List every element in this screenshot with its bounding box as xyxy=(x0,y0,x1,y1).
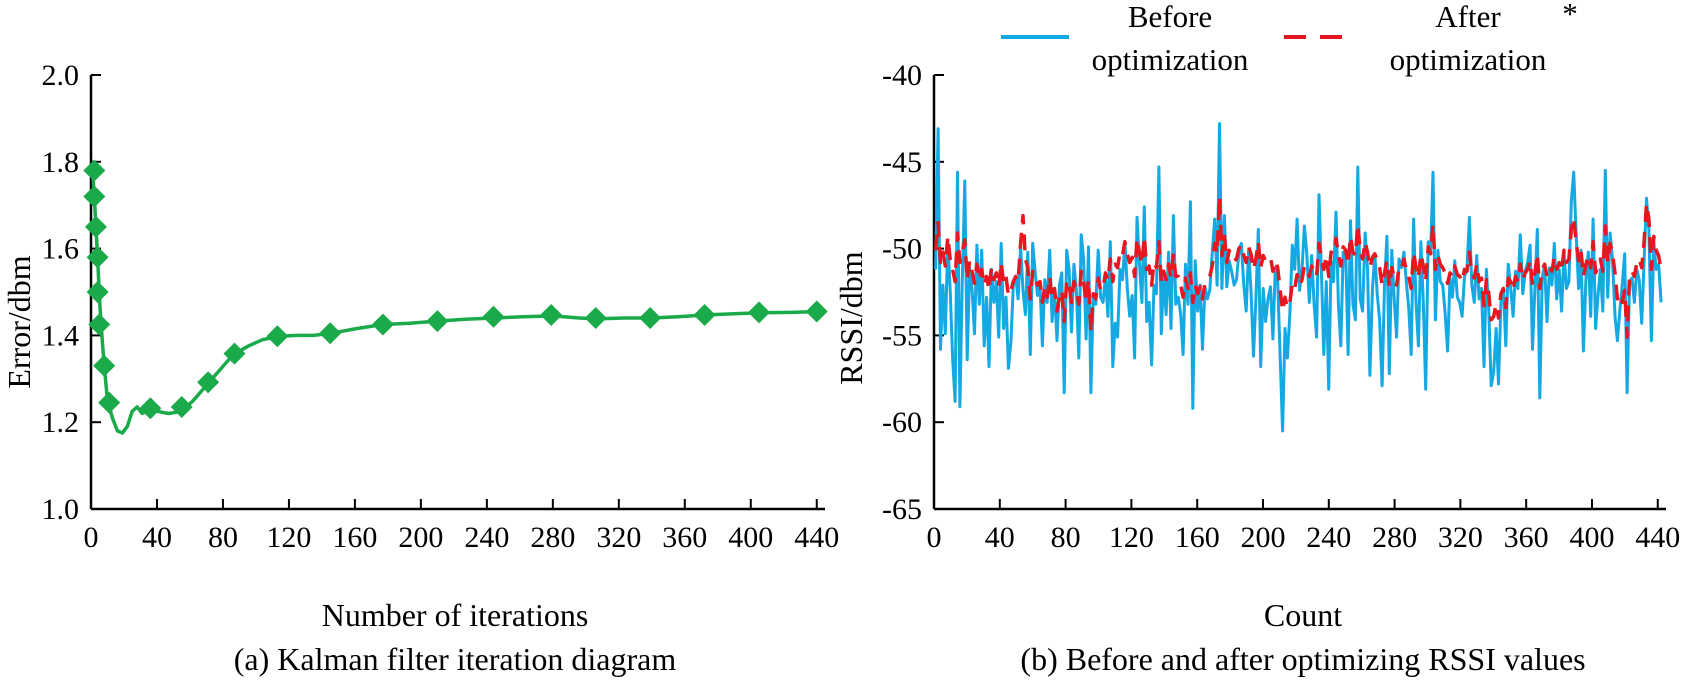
y-tick-label: -65 xyxy=(882,493,922,526)
diamond-marker xyxy=(84,215,107,238)
diamond-marker xyxy=(482,305,505,328)
y-tick-label: 1.6 xyxy=(42,233,80,266)
x-tick-label: 280 xyxy=(530,521,575,554)
diamond-marker xyxy=(83,185,106,208)
y-tick-label: -55 xyxy=(882,319,922,352)
x-tick-label: 200 xyxy=(398,521,443,554)
diamond-marker xyxy=(540,304,563,327)
x-tick-label: 160 xyxy=(332,521,377,554)
y-tick-label: -50 xyxy=(882,233,922,266)
y-tick-label: 1.2 xyxy=(42,406,80,439)
panel-a-ylabel: Error/dbm xyxy=(1,255,37,388)
diamond-marker xyxy=(426,310,449,333)
panel-b-plot xyxy=(933,122,1663,433)
x-tick-label: 360 xyxy=(1504,521,1549,554)
diamond-marker xyxy=(86,281,109,303)
legend-label-after-line1: After xyxy=(1435,0,1501,34)
legend-asterisk: * xyxy=(1562,0,1578,31)
x-tick-label: 160 xyxy=(1175,521,1220,554)
x-tick-label: 400 xyxy=(1569,521,1614,554)
x-tick-label: 0 xyxy=(84,521,99,554)
diamond-marker xyxy=(98,391,121,414)
diamond-marker xyxy=(639,307,662,330)
diamond-marker xyxy=(88,313,111,336)
legend-label-before-line1: Before xyxy=(1128,0,1212,34)
diamond-marker xyxy=(223,342,246,365)
x-tick-label: 120 xyxy=(266,521,311,554)
x-tick-label: 240 xyxy=(464,521,509,554)
diamond-marker xyxy=(170,396,193,419)
panel-b-ylabel: RSSI/dbm xyxy=(833,251,869,384)
rssi-optimization-chart: 0 40 80 120 160 200 240 280 320 360 400 440 -65 -60 -5… xyxy=(833,0,1680,677)
series-before-optimization xyxy=(934,122,1663,433)
y-tick-label: -60 xyxy=(882,406,922,439)
diamond-marker xyxy=(319,322,342,345)
x-tick-label: 80 xyxy=(208,521,238,554)
y-tick-label: 1.8 xyxy=(42,146,80,179)
x-tick-label: 200 xyxy=(1240,521,1285,554)
x-tick-label: 40 xyxy=(985,521,1015,554)
y-tick-label: -45 xyxy=(882,146,922,179)
x-tick-label: 400 xyxy=(728,521,773,554)
x-tick-label: 320 xyxy=(596,521,641,554)
diamond-marker xyxy=(693,304,716,327)
x-tick-label: 120 xyxy=(1109,521,1154,554)
y-tick-label: 1.0 xyxy=(42,493,80,526)
y-tick-label: 1.4 xyxy=(42,319,80,352)
panel-b-xlabel: Count xyxy=(1264,597,1342,633)
diamond-marker xyxy=(584,307,607,330)
diamond-marker xyxy=(86,246,109,269)
diamond-marker xyxy=(139,397,162,420)
panel-b-axes: 0 40 80 120 160 200 240 280 320 360 400 440 -65 -60 -5… xyxy=(882,59,1680,554)
diamond-marker xyxy=(266,325,289,348)
x-tick-label: 40 xyxy=(142,521,172,554)
x-tick-label: 80 xyxy=(1051,521,1081,554)
diamond-marker xyxy=(371,313,394,336)
legend-label-before-line2: optimization xyxy=(1092,42,1249,77)
panel-b-caption: (b) Before and after optimizing RSSI val… xyxy=(1020,641,1585,677)
x-tick-label: 440 xyxy=(1635,521,1680,554)
panel-a-xlabel: Number of iterations xyxy=(322,597,589,633)
y-tick-label: -40 xyxy=(882,59,922,92)
y-tick-label: 2.0 xyxy=(42,59,80,92)
error-curve xyxy=(90,170,821,435)
diamond-marker xyxy=(197,371,220,394)
x-tick-label: 360 xyxy=(662,521,707,554)
diamond-marker xyxy=(83,159,106,182)
x-tick-label: 320 xyxy=(1438,521,1483,554)
diamond-marker xyxy=(748,301,771,324)
x-tick-label: 240 xyxy=(1306,521,1351,554)
diamond-marker xyxy=(93,354,116,377)
series-after-optimization xyxy=(933,194,1663,339)
diamond-marker xyxy=(805,300,828,323)
x-tick-label: 440 xyxy=(794,521,839,554)
panel-a-plot xyxy=(83,159,828,435)
panel-a-axes: 0 40 80 120 160 200 240 280 320 360 400 440 1.0 1.2 1.… xyxy=(42,59,840,554)
x-tick-label: 0 xyxy=(927,521,942,554)
panel-a-caption: (a) Kalman filter iteration diagram xyxy=(234,641,677,677)
x-tick-label: 280 xyxy=(1372,521,1417,554)
panel-b-legend: Before optimization After optimization * xyxy=(1001,0,1578,77)
legend-label-after-line2: optimization xyxy=(1390,42,1547,77)
kalman-iteration-chart: 0 40 80 120 160 200 240 280 320 360 400 440 1.0 1.2 1.… xyxy=(1,59,839,677)
